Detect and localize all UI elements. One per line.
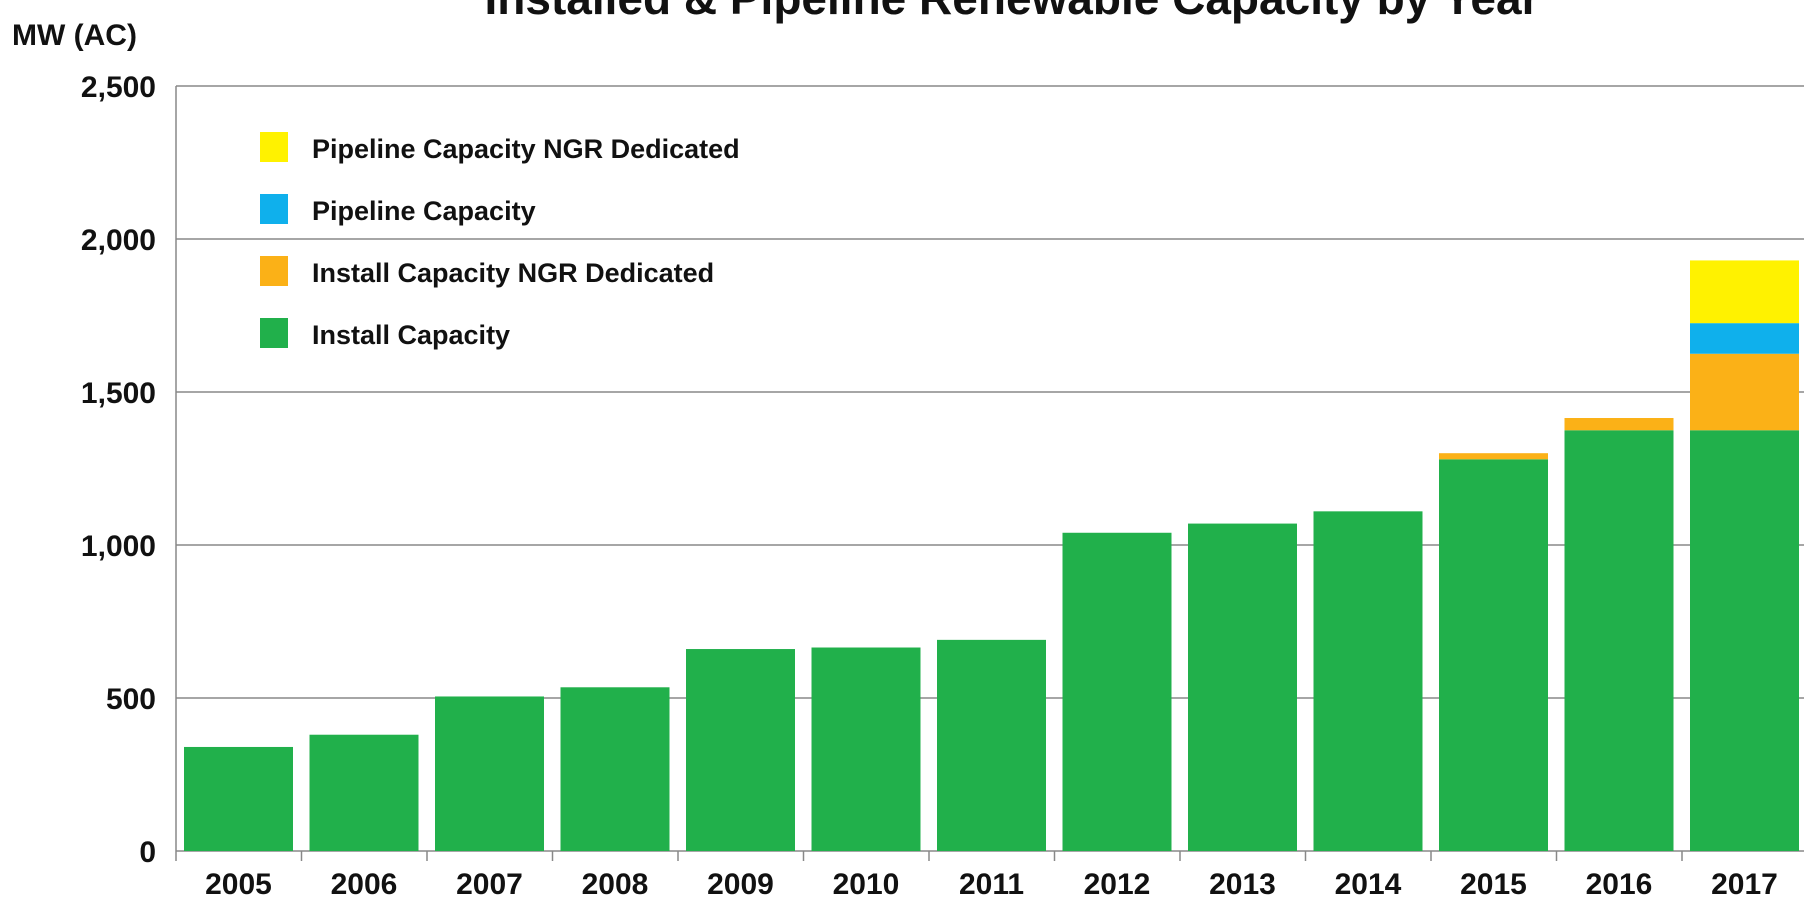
- y-axis-label: MW (AC): [12, 19, 137, 52]
- legend-label: Pipeline Capacity: [312, 196, 536, 226]
- bar-segment: [1564, 418, 1674, 431]
- x-tick-label: 2012: [1084, 868, 1151, 901]
- bar-segment: [1313, 511, 1423, 851]
- x-tick-label: 2017: [1711, 868, 1778, 901]
- legend-swatch: [260, 194, 288, 224]
- chart-title: Installed & Pipeline Renewable Capacity …: [484, 0, 1539, 24]
- legend-label: Install Capacity: [312, 320, 510, 350]
- x-tick-label: 2005: [205, 868, 272, 901]
- x-tick-label: 2013: [1209, 868, 1276, 901]
- x-tick-label: 2016: [1586, 868, 1653, 901]
- bar-segment: [686, 649, 795, 851]
- bar-segment: [1564, 430, 1674, 851]
- bar-segment: [435, 696, 544, 851]
- y-tick-label: 2,000: [81, 224, 156, 257]
- bar-segment: [1690, 430, 1799, 851]
- bar-segment: [1690, 353, 1799, 431]
- legend-swatch: [260, 318, 288, 348]
- bar-segment: [1439, 459, 1548, 851]
- bar-segment: [309, 734, 419, 851]
- legend-label: Install Capacity NGR Dedicated: [312, 258, 714, 288]
- y-tick-label: 1,500: [81, 377, 156, 410]
- y-tick-label: 2,500: [81, 71, 156, 104]
- x-tick-label: 2007: [456, 868, 523, 901]
- bar-segment: [560, 687, 670, 851]
- y-tick-label: 0: [139, 836, 156, 869]
- bar-segment: [1188, 523, 1297, 851]
- x-tick-label: 2014: [1335, 868, 1402, 901]
- bar-segment: [1439, 453, 1548, 460]
- x-tick-label: 2008: [582, 868, 649, 901]
- x-tick-label: 2006: [331, 868, 398, 901]
- bar-segment: [811, 647, 921, 851]
- bar-segment: [1690, 260, 1799, 324]
- x-tick-label: 2009: [707, 868, 774, 901]
- bar-segment: [1062, 532, 1172, 851]
- legend-swatch: [260, 256, 288, 286]
- y-tick-label: 500: [106, 683, 156, 716]
- legend-label: Pipeline Capacity NGR Dedicated: [312, 134, 740, 164]
- x-tick-label: 2010: [833, 868, 900, 901]
- y-tick-label: 1,000: [81, 530, 156, 563]
- bar-segment: [184, 746, 293, 851]
- x-tick-label: 2011: [959, 868, 1024, 901]
- x-tick-label: 2015: [1460, 868, 1527, 901]
- bar-segment: [1690, 323, 1799, 354]
- bar-segment: [937, 639, 1046, 851]
- legend-swatch: [260, 132, 288, 162]
